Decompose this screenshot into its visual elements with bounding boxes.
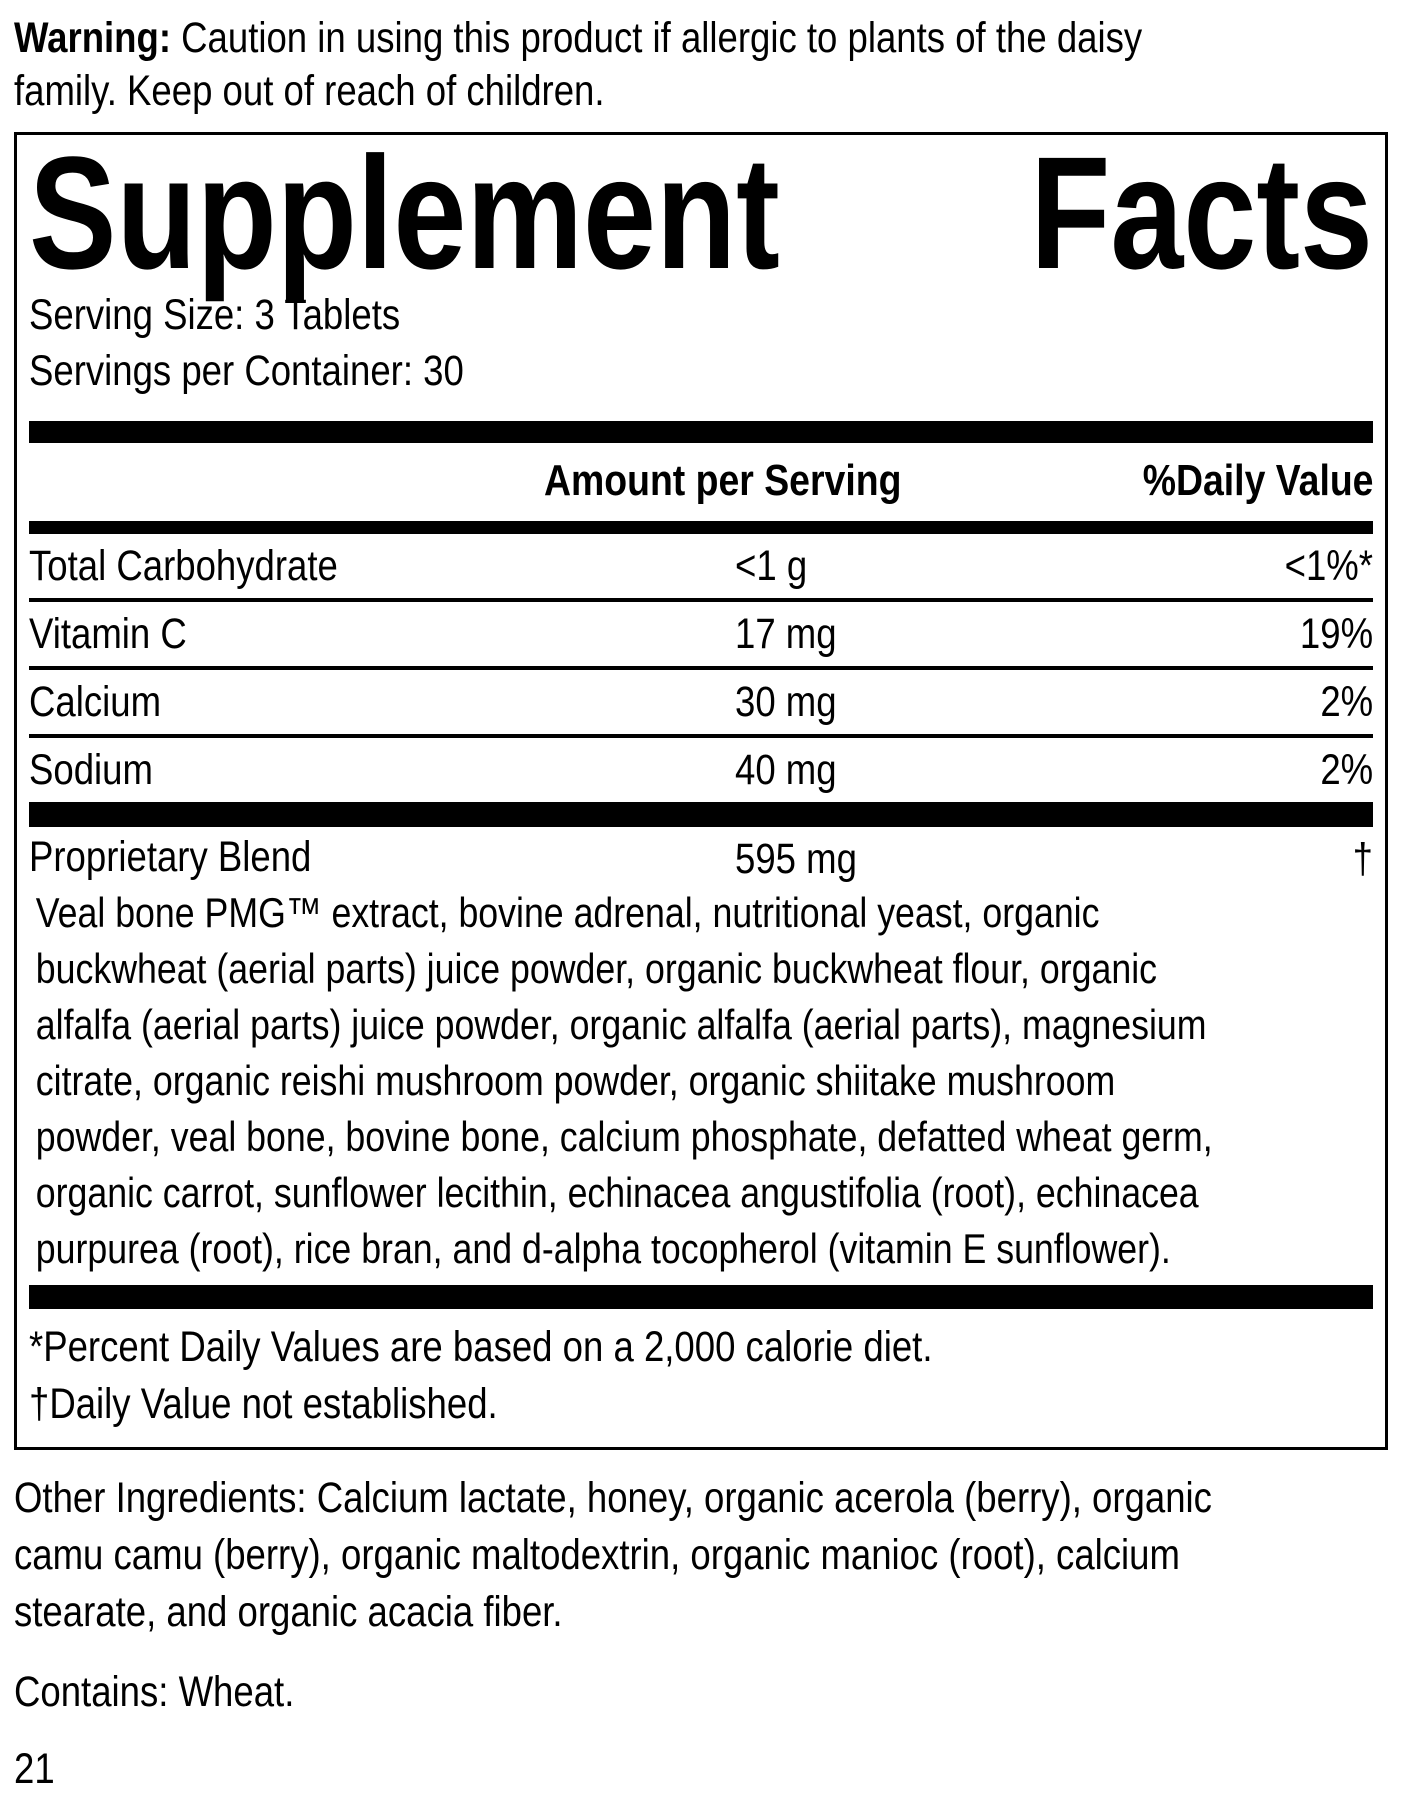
- nutrient-daily-value: 19%: [1299, 610, 1373, 658]
- supplement-label-page: Warning: Caution in using this product i…: [0, 12, 1402, 1793]
- nutrient-amount: 30 mg: [735, 678, 837, 726]
- nutrient-name: Vitamin C: [29, 610, 187, 658]
- nutrient-amount: 40 mg: [735, 746, 837, 794]
- blend-name: Proprietary Blend: [29, 833, 312, 881]
- divider-medium-header: [29, 521, 1373, 534]
- warning-label: Warning:: [14, 14, 171, 62]
- nutrient-row-calcium: Calcium 30 mg 2%: [29, 670, 1373, 738]
- servings-per-container: Servings per Container: 30: [29, 347, 464, 395]
- serving-size: Serving Size: 3 Tablets: [29, 291, 401, 339]
- supplement-facts-panel: Supplement Facts Serving Size: 3 Tablets…: [14, 132, 1388, 1450]
- blend-amount: 595 mg: [735, 835, 857, 883]
- footnote-percent-daily-values: *Percent Daily Values are based on a 2,0…: [29, 1323, 933, 1371]
- blend-description: Veal bone PMG™ extract, bovine adrenal, …: [35, 889, 1213, 1272]
- footnotes: *Percent Daily Values are based on a 2,0…: [29, 1319, 1373, 1433]
- footnote-daily-value-not-established: †Daily Value not established.: [29, 1380, 498, 1428]
- warning-body: Caution in using this product if allergi…: [14, 14, 1143, 115]
- column-header-daily-value: %Daily Value: [1142, 456, 1373, 505]
- nutrient-daily-value: 2%: [1320, 678, 1373, 726]
- nutrient-row-vitamin-c: Vitamin C 17 mg 19%: [29, 602, 1373, 670]
- nutrient-name: Calcium: [29, 678, 162, 726]
- page-number: 21: [14, 1745, 55, 1793]
- contains-statement: Contains: Wheat.: [14, 1668, 295, 1716]
- column-headers: Amount per Serving %Daily Value: [29, 453, 1373, 509]
- nutrient-daily-value: <1%*: [1284, 542, 1373, 590]
- divider-thick-top: [29, 421, 1373, 443]
- other-ingredients: Other Ingredients: Calcium lactate, hone…: [14, 1474, 1212, 1636]
- panel-title-word-1: Supplement: [29, 123, 780, 302]
- nutrient-amount: 17 mg: [735, 610, 837, 658]
- nutrient-daily-value: 2%: [1320, 746, 1373, 794]
- nutrient-name: Total Carbohydrate: [29, 542, 338, 590]
- proprietary-blend-row: Proprietary Blend 595 mg †: [29, 827, 1373, 885]
- blend-daily-value-dagger: †: [1352, 835, 1373, 883]
- nutrient-amount: <1 g: [735, 542, 808, 590]
- divider-thick-footnotes: [29, 1285, 1373, 1309]
- panel-title: Supplement Facts: [29, 123, 1373, 302]
- panel-title-word-2: Facts: [1030, 123, 1373, 302]
- nutrient-row-sodium: Sodium 40 mg 2%: [29, 738, 1373, 802]
- nutrient-name: Sodium: [29, 746, 153, 794]
- nutrient-row-total-carbohydrate: Total Carbohydrate <1 g <1%*: [29, 534, 1373, 602]
- warning-text: Warning: Caution in using this product i…: [14, 12, 1402, 118]
- divider-thick-blend: [29, 802, 1373, 827]
- column-header-amount: Amount per Serving: [544, 456, 902, 505]
